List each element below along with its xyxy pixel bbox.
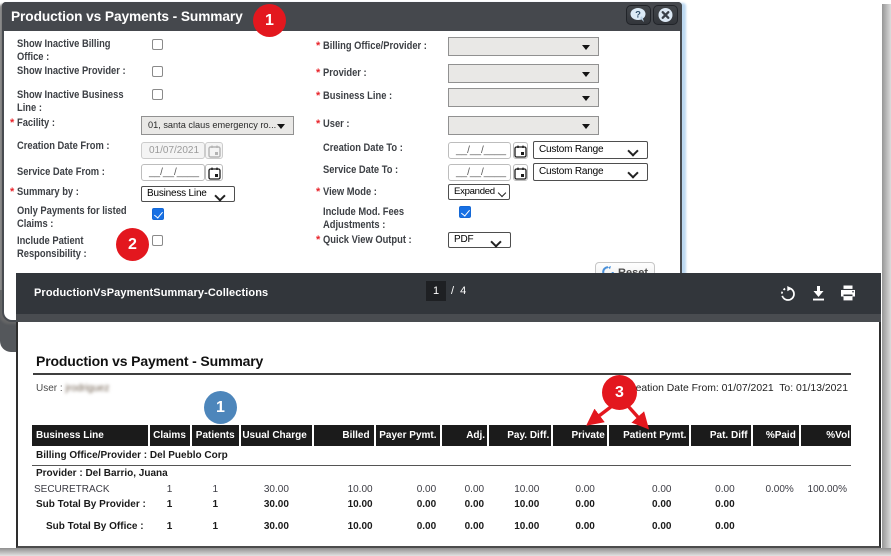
svg-text:?: ? <box>635 10 641 21</box>
